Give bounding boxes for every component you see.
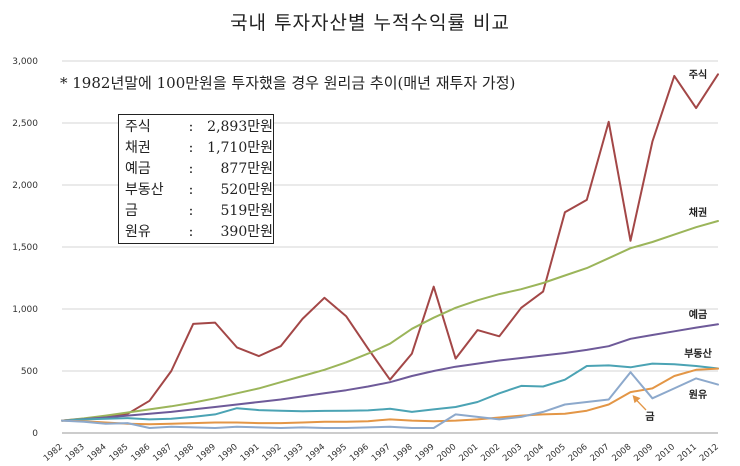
series-line xyxy=(61,371,719,429)
summary-label: 주식 xyxy=(125,119,151,135)
summary-label: 예금 xyxy=(125,161,151,177)
summary-value: 520만원 xyxy=(220,182,273,198)
x-tick-label: 1996 xyxy=(348,442,371,464)
x-tick-label: 1982 xyxy=(42,442,65,464)
series-label: 예금 xyxy=(689,308,707,321)
x-tick-label: 2004 xyxy=(523,442,546,464)
series-lines xyxy=(61,73,719,429)
summary-row: 원유: 390만원 xyxy=(125,222,273,243)
series-label: 부동산 xyxy=(684,347,712,360)
x-tick-label: 2006 xyxy=(567,442,590,464)
series-line xyxy=(61,362,719,422)
y-tick-label: 2,000 xyxy=(12,181,38,191)
x-tick-label: 1986 xyxy=(129,442,152,464)
x-tick-label: 1998 xyxy=(392,442,415,464)
x-tick-label: 1999 xyxy=(414,442,437,464)
series-label: 주식 xyxy=(689,68,707,81)
series-line xyxy=(61,323,719,422)
summary-row: 예금: 877만원 xyxy=(125,159,273,180)
x-tick-label: 1995 xyxy=(326,442,349,464)
x-tick-label: 2000 xyxy=(435,442,458,464)
x-tick-label: 1985 xyxy=(107,442,130,464)
x-tick-label: 1997 xyxy=(370,442,393,464)
x-tick-label: 2010 xyxy=(654,442,677,464)
series-line xyxy=(61,73,719,422)
x-tick-label: 2009 xyxy=(632,442,655,464)
x-tick-label: 2002 xyxy=(479,442,502,464)
summary-label: 원유 xyxy=(125,224,151,240)
x-tick-label: 1992 xyxy=(261,442,284,464)
y-tick-label: 2,500 xyxy=(12,119,38,129)
x-tick-label: 2008 xyxy=(610,442,633,464)
x-tick-label: 1988 xyxy=(173,442,196,464)
x-tick-label: 1989 xyxy=(195,442,218,464)
summary-value: 877만원 xyxy=(220,161,273,177)
summary-label: 채권 xyxy=(125,140,151,156)
series-label: 채권 xyxy=(689,206,707,219)
summary-row: 부동산: 520만원 xyxy=(125,180,273,201)
x-tick-label: 1994 xyxy=(304,442,327,464)
x-tick-label: 2005 xyxy=(545,442,568,464)
y-tick-label: 1,000 xyxy=(12,305,38,315)
summary-box: 주식: 2,893만원 채권: 1,710만원 예금: 877만원 부동산: 5… xyxy=(118,114,274,244)
summary-row: 채권: 1,710만원 xyxy=(125,138,273,159)
y-tick-label: 3,000 xyxy=(12,57,38,67)
summary-label: 금 xyxy=(125,203,138,219)
summary-value: 1,710만원 xyxy=(207,140,273,156)
series-line xyxy=(61,367,719,426)
series-label: 원유 xyxy=(689,388,707,401)
x-tick-label: 2003 xyxy=(501,442,524,464)
x-tick-label: 1983 xyxy=(64,442,87,464)
x-tick-label: 2007 xyxy=(589,442,612,464)
summary-value: 390만원 xyxy=(220,224,273,240)
summary-label: 부동산 xyxy=(125,182,164,198)
gold-arrowhead xyxy=(632,395,641,404)
series-line xyxy=(61,220,719,422)
summary-row: 주식: 2,893만원 xyxy=(125,117,273,138)
x-tick-label: 2012 xyxy=(698,442,721,464)
chart-title: 국내 투자자산별 누적수익률 비교 xyxy=(230,12,510,34)
summary-value: 519만원 xyxy=(220,203,273,219)
x-tick-label: 1990 xyxy=(217,442,240,464)
x-tick-label: 1991 xyxy=(239,442,262,464)
y-tick-label: 500 xyxy=(21,367,38,377)
summary-row: 금: 519만원 xyxy=(125,201,273,222)
x-tick-label: 2001 xyxy=(457,442,480,464)
x-tick-label: 2011 xyxy=(676,442,699,464)
series-label: 금 xyxy=(645,411,654,423)
y-tick-label: 1,500 xyxy=(12,243,38,253)
x-tick-label: 1993 xyxy=(282,442,305,464)
chart-note: * 1982년말에 100만원을 투자했을 경우 원리금 추이(매년 재투자 가… xyxy=(60,74,515,92)
x-tick-label: 1984 xyxy=(86,442,109,464)
summary-value: 2,893만원 xyxy=(207,119,273,135)
y-tick-label: 0 xyxy=(32,429,38,439)
x-tick-label: 1987 xyxy=(151,442,174,464)
